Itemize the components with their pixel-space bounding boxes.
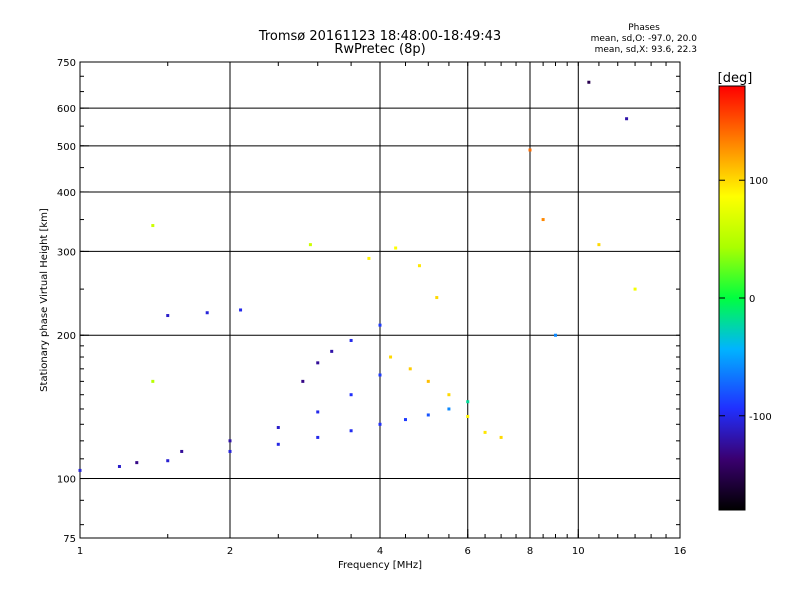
y-axis-label: Stationary phase Virtual Height [km] bbox=[39, 208, 50, 392]
y-tick-label: 200 bbox=[57, 331, 76, 342]
echo-point bbox=[389, 355, 393, 359]
chart-title: Tromsø 20161123 18:48:00-18:49:43 bbox=[258, 29, 501, 44]
echo-point bbox=[499, 435, 503, 439]
echo-point bbox=[205, 311, 209, 315]
y-tick-label: 750 bbox=[57, 58, 76, 69]
echo-point bbox=[466, 414, 470, 418]
echo-point bbox=[330, 349, 334, 353]
echo-point bbox=[483, 430, 487, 434]
x-tick-label: 4 bbox=[377, 546, 383, 557]
echo-point bbox=[426, 413, 430, 417]
y-tick-label: 300 bbox=[57, 247, 76, 258]
y-axis-ticks: 75 100 200 300 400 500 600 750 bbox=[57, 58, 89, 545]
x-axis-label: Frequency [MHz] bbox=[338, 560, 422, 571]
colorbar-tick-label: 100 bbox=[749, 176, 768, 187]
stats-line-x: mean, sd,X: 93.6, 22.3 bbox=[595, 45, 697, 55]
echo-point bbox=[541, 218, 545, 222]
echo-point bbox=[466, 400, 470, 404]
echo-point bbox=[276, 425, 280, 429]
echo-point bbox=[378, 373, 382, 377]
echo-point bbox=[349, 338, 353, 342]
echo-point bbox=[316, 435, 320, 439]
echo-point bbox=[276, 442, 280, 446]
echo-point bbox=[403, 418, 407, 422]
echo-point bbox=[301, 379, 305, 383]
echo-point bbox=[367, 256, 371, 260]
x-tick-label: 10 bbox=[572, 546, 585, 557]
y-tick-label: 500 bbox=[57, 142, 76, 153]
echo-point bbox=[417, 264, 421, 268]
y-tick-label: 600 bbox=[57, 104, 76, 115]
y-tick-label: 400 bbox=[57, 188, 76, 199]
colorbar-label: [deg] bbox=[718, 71, 753, 86]
echo-point bbox=[308, 243, 312, 247]
echo-point bbox=[228, 449, 232, 453]
x-tick-label: 6 bbox=[465, 546, 471, 557]
echo-point bbox=[349, 393, 353, 397]
x-tick-label: 8 bbox=[527, 546, 533, 557]
echo-point bbox=[597, 243, 601, 247]
echo-point bbox=[349, 429, 353, 433]
echo-point bbox=[447, 393, 451, 397]
echo-point bbox=[135, 461, 139, 465]
chart-subtitle: RwPretec (8p) bbox=[334, 42, 425, 57]
echo-point bbox=[117, 464, 121, 468]
echo-point bbox=[528, 148, 532, 152]
echo-point bbox=[553, 333, 557, 337]
grid-lines bbox=[80, 62, 680, 538]
echo-point bbox=[394, 246, 398, 250]
y-tick-label: 100 bbox=[57, 475, 76, 486]
x-tick-label: 1 bbox=[77, 546, 83, 557]
y-tick-label: 75 bbox=[63, 534, 76, 545]
echo-point bbox=[78, 468, 82, 472]
echo-point bbox=[435, 296, 439, 300]
stats-heading: Phases bbox=[628, 23, 660, 33]
echo-point bbox=[151, 224, 155, 228]
colorbar-tick-label: 0 bbox=[749, 294, 755, 305]
stats-line-o: mean, sd,O: -97.0, 20.0 bbox=[591, 34, 698, 44]
echo-point bbox=[180, 449, 184, 453]
echo-point bbox=[151, 379, 155, 383]
x-tick-label: 16 bbox=[674, 546, 687, 557]
colorbar-ticks: 100 0 -100 bbox=[719, 176, 772, 423]
x-tick-label: 2 bbox=[227, 546, 233, 557]
echo-point bbox=[587, 80, 591, 84]
echo-point bbox=[408, 367, 412, 371]
echo-point bbox=[228, 439, 232, 443]
echo-point bbox=[633, 287, 637, 291]
echo-point bbox=[378, 422, 382, 426]
x-axis-ticks: 1 2 4 6 8 10 16 bbox=[77, 529, 687, 557]
echo-point bbox=[625, 117, 629, 121]
echo-point bbox=[166, 314, 170, 318]
echo-point bbox=[447, 407, 451, 411]
echo-point bbox=[316, 361, 320, 365]
colorbar-tick-label: -100 bbox=[749, 412, 772, 423]
echo-point bbox=[378, 323, 382, 327]
echo-point bbox=[239, 308, 243, 312]
echo-point bbox=[166, 459, 170, 463]
echo-point bbox=[426, 379, 430, 383]
data-points bbox=[78, 80, 637, 472]
echo-point bbox=[316, 410, 320, 414]
